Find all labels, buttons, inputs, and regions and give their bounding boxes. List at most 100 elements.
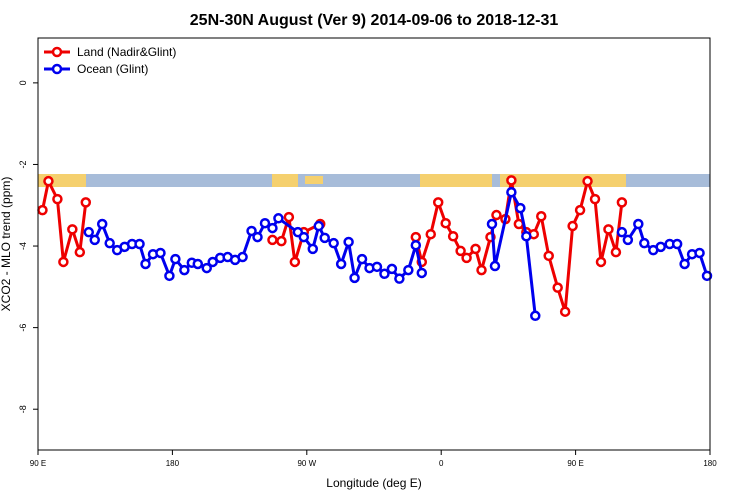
data-point xyxy=(179,264,190,276)
y-axis-label: XCO2 - MLO trend (ppm) xyxy=(0,177,13,312)
data-point xyxy=(170,253,181,265)
data-point xyxy=(276,235,287,247)
data-point xyxy=(319,232,330,244)
data-point xyxy=(201,262,212,274)
data-point xyxy=(267,222,278,234)
data-point xyxy=(237,251,248,263)
legend-marker xyxy=(51,63,63,75)
data-point xyxy=(701,270,713,282)
data-point xyxy=(633,218,644,230)
map-strip xyxy=(38,174,710,187)
data-point xyxy=(343,236,354,248)
data-point xyxy=(259,217,271,229)
data-point xyxy=(536,211,547,222)
land-strip xyxy=(500,174,626,187)
data-point xyxy=(616,197,628,208)
legend-marker xyxy=(51,46,63,58)
data-point xyxy=(192,258,204,270)
data-point xyxy=(83,226,95,238)
data-point xyxy=(155,247,166,259)
data-point xyxy=(589,193,601,205)
data-point xyxy=(521,230,532,242)
legend-label: Ocean (Glint) xyxy=(77,62,148,76)
data-point xyxy=(37,204,48,216)
data-point xyxy=(655,241,666,253)
data-point xyxy=(410,239,422,251)
data-point xyxy=(164,270,175,282)
data-point xyxy=(679,258,690,270)
data-point xyxy=(207,256,218,268)
legend-label: Land (Nadir&Glint) xyxy=(77,45,176,59)
data-point xyxy=(622,234,634,246)
data-point xyxy=(440,217,451,229)
data-point xyxy=(267,234,278,246)
data-point xyxy=(246,225,257,237)
data-point xyxy=(610,246,622,258)
data-point xyxy=(104,237,115,249)
data-point xyxy=(58,256,69,268)
y-tick-label: -4 xyxy=(18,242,28,250)
data-point xyxy=(489,260,501,272)
data-point xyxy=(432,197,444,208)
data-point xyxy=(394,273,405,284)
data-point xyxy=(582,175,593,187)
plot-frame xyxy=(37,37,711,451)
data-point xyxy=(574,204,586,216)
data-point xyxy=(379,268,390,280)
data-point xyxy=(298,231,310,243)
data-point xyxy=(349,272,360,284)
land-strip xyxy=(305,176,323,184)
data-point xyxy=(567,220,578,232)
data-point xyxy=(506,175,517,186)
data-point xyxy=(74,246,86,258)
data-point xyxy=(67,224,78,235)
data-point xyxy=(616,226,628,238)
data-point xyxy=(447,230,459,242)
data-point xyxy=(491,209,502,221)
data-point xyxy=(307,243,319,255)
data-point xyxy=(403,264,414,276)
data-point xyxy=(515,202,526,214)
data-point xyxy=(455,245,466,257)
data-point xyxy=(486,218,498,230)
data-point xyxy=(356,253,368,265)
data-point xyxy=(273,213,284,224)
data-point xyxy=(89,234,100,246)
land-strip xyxy=(420,174,492,187)
x-tick-label: 90 W xyxy=(297,459,316,468)
y-tick-label: -6 xyxy=(18,324,28,332)
data-point xyxy=(552,282,563,293)
data-point xyxy=(694,247,705,259)
data-point xyxy=(371,261,383,273)
y-tick-label: -8 xyxy=(18,405,28,413)
data-point xyxy=(639,237,650,249)
data-point xyxy=(386,263,398,275)
data-point xyxy=(425,228,436,240)
data-point xyxy=(335,258,347,270)
data-point xyxy=(328,237,339,249)
data-point xyxy=(416,267,428,279)
data-point xyxy=(530,310,541,322)
land-strip xyxy=(272,174,298,187)
data-point xyxy=(313,220,324,232)
data-point xyxy=(461,252,472,264)
data-point xyxy=(96,218,108,230)
data-point xyxy=(470,243,481,255)
x-tick-label: 180 xyxy=(166,459,180,468)
data-point xyxy=(252,231,263,243)
data-point xyxy=(134,238,145,250)
data-point xyxy=(43,175,54,187)
y-tick-label: -2 xyxy=(18,160,28,168)
data-point xyxy=(603,224,614,235)
data-point xyxy=(559,306,571,317)
data-point xyxy=(289,256,301,268)
data-point xyxy=(283,211,295,223)
data-point xyxy=(476,264,487,276)
data-point xyxy=(671,238,683,250)
data-point xyxy=(506,186,517,198)
data-point xyxy=(543,250,554,262)
chart-title: 25N-30N August (Ver 9) 2014-09-06 to 201… xyxy=(190,12,559,29)
y-tick-label: 0 xyxy=(18,80,28,85)
data-point xyxy=(410,231,422,243)
